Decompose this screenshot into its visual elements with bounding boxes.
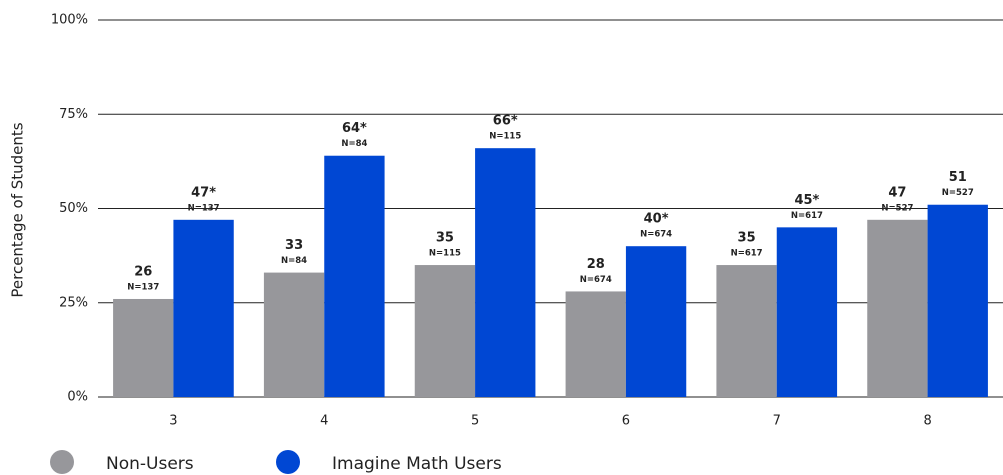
data-label: 45* bbox=[794, 193, 819, 208]
y-tick-label: 25% bbox=[59, 295, 88, 310]
bar bbox=[324, 155, 385, 397]
n-label: N=84 bbox=[341, 139, 367, 149]
legend-swatch bbox=[276, 450, 300, 474]
legend-label: Imagine Math Users bbox=[332, 454, 502, 474]
x-tick-label: 7 bbox=[773, 414, 781, 429]
n-label: N=674 bbox=[580, 275, 612, 285]
bar bbox=[113, 298, 174, 397]
bar bbox=[716, 265, 777, 397]
bar bbox=[263, 272, 325, 397]
y-tick-label: 75% bbox=[59, 107, 88, 122]
x-tick-label: 3 bbox=[169, 414, 177, 429]
data-label: 64* bbox=[342, 121, 367, 136]
bar bbox=[414, 265, 476, 397]
n-label: N=84 bbox=[281, 256, 307, 266]
data-label: 47 bbox=[888, 185, 906, 200]
bar bbox=[565, 291, 626, 397]
y-axis-title: Percentage of Students bbox=[9, 122, 27, 297]
y-tick-label: 0% bbox=[67, 390, 88, 405]
bar bbox=[173, 219, 234, 397]
legend-label: Non-Users bbox=[106, 454, 194, 474]
x-tick-label: 5 bbox=[471, 414, 479, 429]
bar bbox=[625, 246, 687, 397]
n-label: N=115 bbox=[429, 249, 461, 259]
n-label: N=527 bbox=[881, 203, 913, 213]
data-label: 33 bbox=[285, 238, 303, 253]
legend-swatch bbox=[50, 450, 74, 474]
y-tick-label: 100% bbox=[51, 13, 88, 28]
n-label: N=137 bbox=[188, 203, 220, 213]
bar bbox=[776, 227, 838, 397]
n-label: N=617 bbox=[731, 249, 763, 259]
data-label: 35 bbox=[436, 231, 454, 246]
n-label: N=617 bbox=[791, 211, 823, 221]
data-label: 47* bbox=[191, 185, 216, 200]
x-tick-label: 8 bbox=[923, 414, 931, 429]
x-tick-label: 6 bbox=[622, 414, 630, 429]
bar bbox=[867, 219, 928, 397]
bar bbox=[475, 148, 536, 397]
data-label: 28 bbox=[587, 257, 605, 272]
data-label: 40* bbox=[644, 212, 669, 227]
n-label: N=674 bbox=[640, 230, 672, 240]
n-label: N=137 bbox=[127, 282, 159, 292]
data-label: 51 bbox=[949, 170, 967, 185]
x-tick-label: 4 bbox=[320, 414, 328, 429]
data-label: 35 bbox=[738, 231, 756, 246]
n-label: N=527 bbox=[942, 188, 974, 198]
data-label: 26 bbox=[134, 264, 152, 279]
bar bbox=[927, 204, 988, 397]
y-tick-label: 50% bbox=[59, 201, 88, 216]
n-label: N=115 bbox=[489, 132, 521, 142]
data-label: 66* bbox=[493, 114, 518, 129]
